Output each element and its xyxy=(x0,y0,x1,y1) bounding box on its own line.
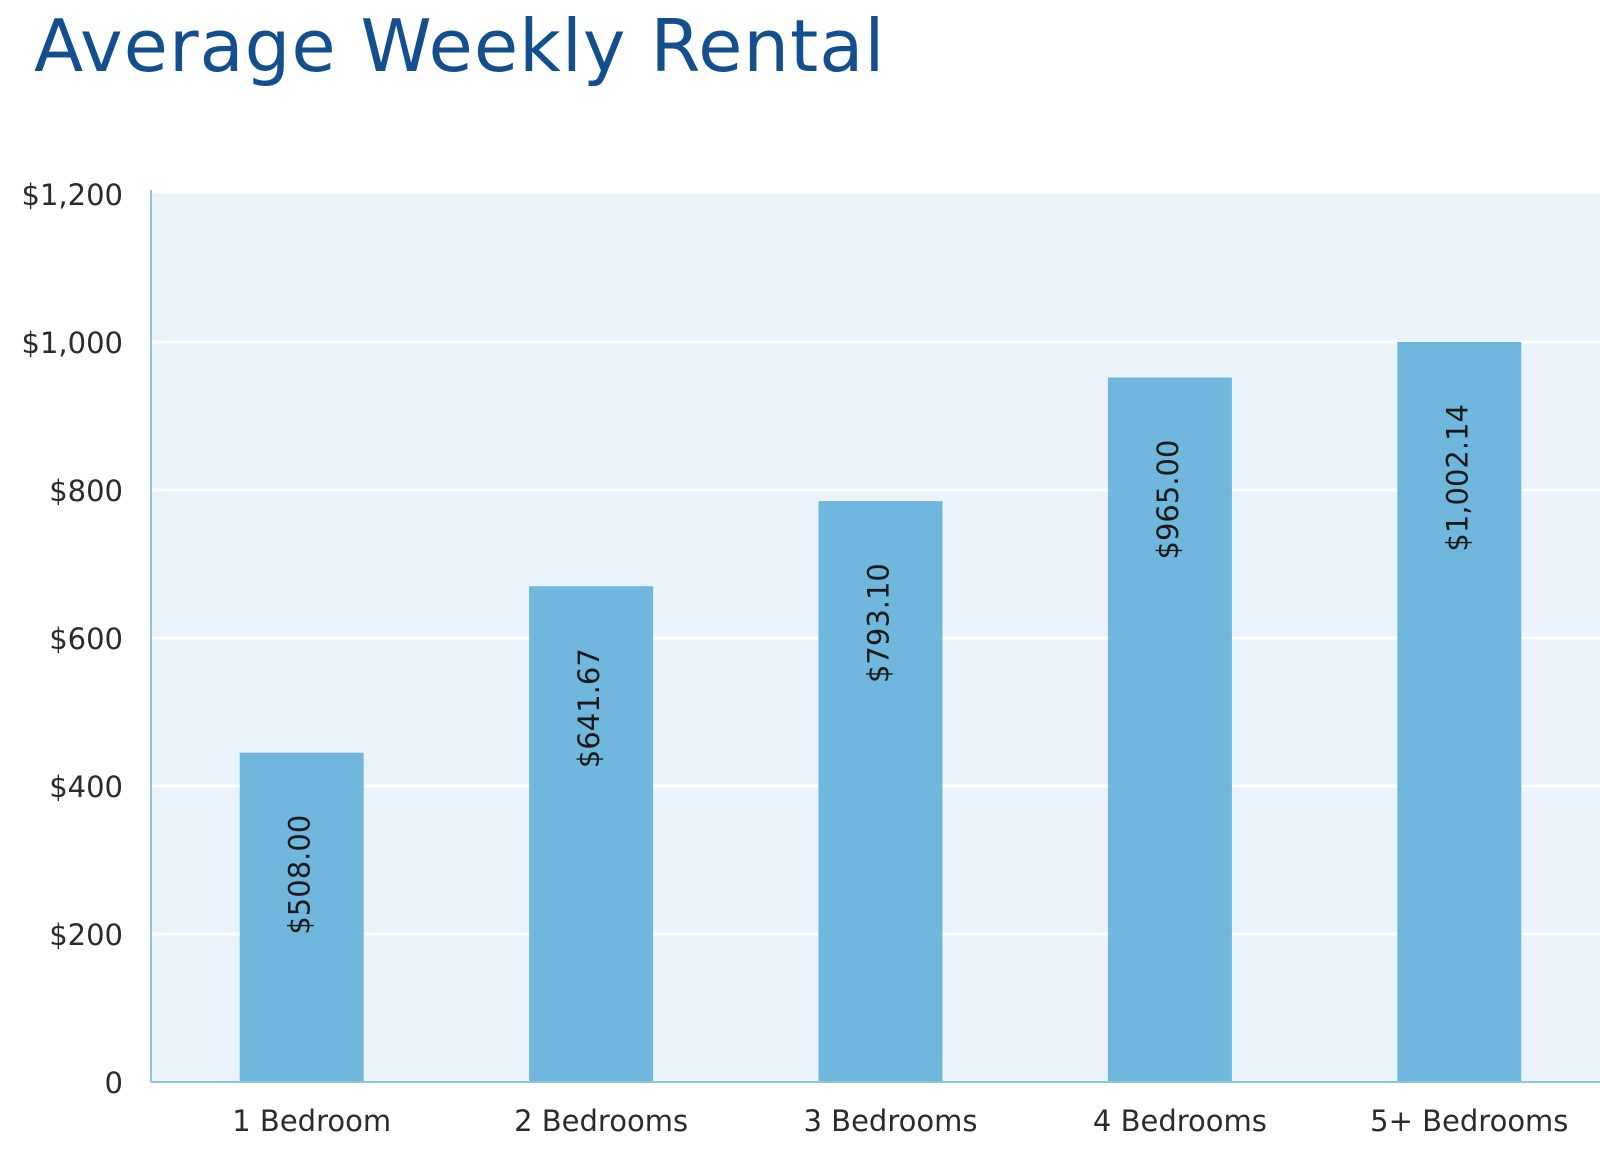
bar-value-label: $508.00 xyxy=(283,815,317,935)
y-tick-label: $200 xyxy=(49,918,123,952)
y-tick-label: $1,000 xyxy=(22,326,123,360)
bar-value-label: $1,002.14 xyxy=(1440,404,1474,552)
labels: 0 $200 $400 $600 $800 $1,000 $1,200 $508.00 1 Be… xyxy=(22,178,1569,1138)
x-category-label: 5+ Bedrooms xyxy=(1370,1104,1568,1138)
bar-value-label: $793.10 xyxy=(862,563,896,683)
bar xyxy=(239,752,364,1082)
x-category-label: 2 Bedrooms xyxy=(514,1104,688,1138)
bar-value-label: $641.67 xyxy=(572,648,606,768)
bar xyxy=(529,586,654,1082)
bar xyxy=(1107,377,1232,1082)
x-category-label: 4 Bedrooms xyxy=(1093,1104,1267,1138)
x-category-label: 1 Bedroom xyxy=(232,1104,391,1138)
y-tick-label: $1,200 xyxy=(22,178,123,212)
y-tick-label: $800 xyxy=(49,474,123,508)
chart-title: Average Weekly Rental xyxy=(34,4,886,88)
x-category-label: 3 Bedrooms xyxy=(804,1104,978,1138)
bars xyxy=(239,342,1522,1083)
bar-value-label: $965.00 xyxy=(1151,440,1185,560)
y-tick-label: $600 xyxy=(49,622,123,656)
bar xyxy=(1397,342,1522,1082)
y-tick-label: $400 xyxy=(49,770,123,804)
axes xyxy=(150,190,1600,1083)
bar xyxy=(818,501,943,1083)
y-tick-label: 0 xyxy=(105,1066,123,1100)
